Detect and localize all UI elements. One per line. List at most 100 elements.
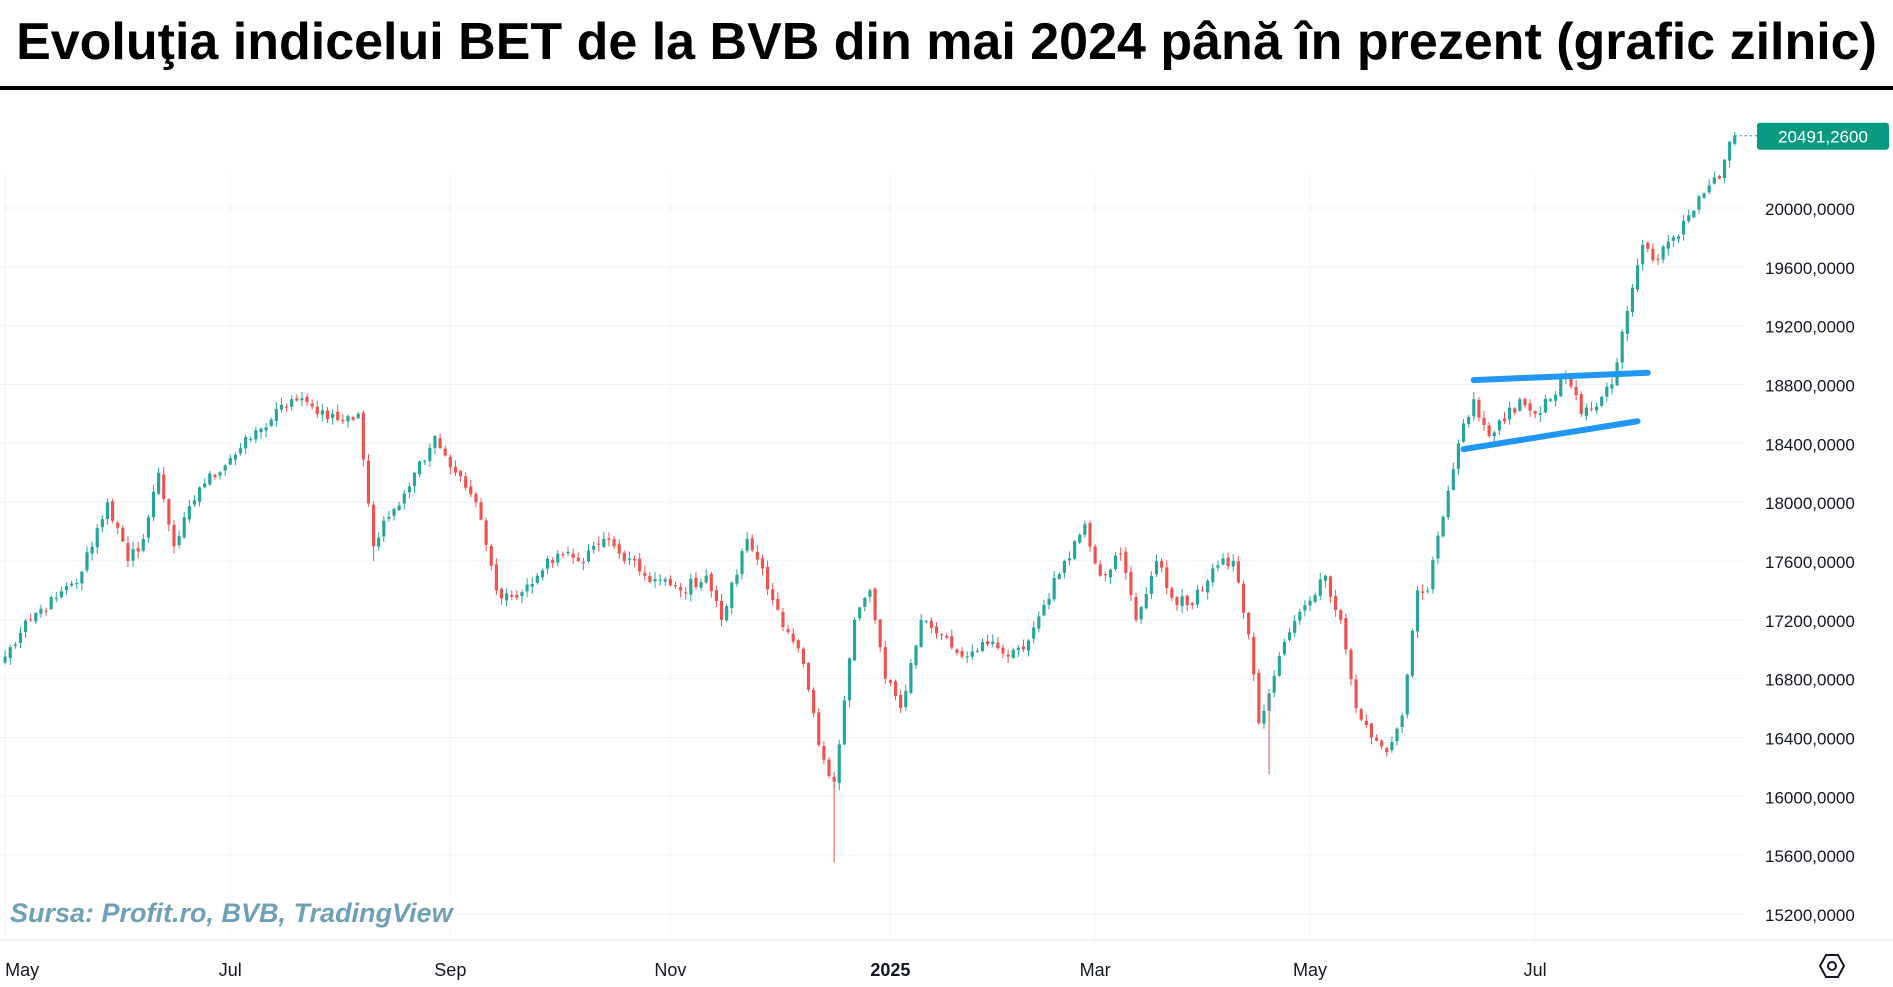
- candle-body: [929, 620, 933, 628]
- candle-body: [853, 619, 857, 661]
- candle-body: [847, 658, 852, 701]
- candle: [581, 557, 585, 571]
- candle-body: [535, 575, 539, 583]
- candle-body: [1651, 248, 1655, 261]
- candle-body: [484, 520, 488, 545]
- candle: [438, 433, 442, 449]
- candle-body: [1354, 679, 1358, 709]
- candle-body: [136, 548, 140, 552]
- candle-body: [1610, 384, 1614, 389]
- candle-body: [310, 403, 314, 407]
- candle-body: [658, 579, 662, 581]
- candle: [1421, 584, 1425, 600]
- candle-body: [39, 608, 43, 614]
- x-tick-label: May: [1293, 960, 1327, 980]
- candle-body: [366, 460, 371, 504]
- candle-body: [1026, 640, 1031, 651]
- candle-body: [187, 506, 191, 520]
- candle-body: [1011, 649, 1015, 658]
- candle-body: [479, 502, 483, 520]
- y-tick-label: 16800,0000: [1765, 671, 1855, 690]
- candle-body: [1441, 516, 1445, 537]
- candle-body: [643, 572, 647, 576]
- bet-candlestick-chart[interactable]: 15200,0000 15600,0000 16000,0000 16400,0000…: [0, 94, 1893, 987]
- candle: [571, 548, 575, 564]
- candle: [126, 535, 130, 568]
- candle-body: [975, 650, 979, 652]
- candle: [259, 427, 263, 439]
- candle-body: [1359, 709, 1363, 720]
- candle: [622, 550, 626, 564]
- candle: [1574, 379, 1578, 401]
- candle-body: [1574, 386, 1578, 396]
- candle: [238, 443, 243, 456]
- candle-body: [1702, 193, 1706, 198]
- candle-body: [453, 466, 458, 473]
- candle: [1298, 608, 1302, 625]
- candle-body: [725, 606, 729, 621]
- candle: [1262, 704, 1266, 729]
- candle: [1656, 254, 1660, 266]
- candle: [883, 640, 887, 685]
- candle-body: [443, 448, 447, 456]
- candle-body: [433, 435, 437, 448]
- candle-body: [182, 517, 186, 538]
- candle-body: [556, 553, 560, 563]
- y-tick-label: 15200,0000: [1765, 906, 1855, 925]
- candle: [90, 541, 94, 561]
- candle-body: [1426, 590, 1430, 592]
- trendline: [1460, 418, 1641, 453]
- candle: [1446, 485, 1450, 520]
- candle: [525, 578, 529, 598]
- candle-body: [494, 564, 498, 591]
- title-bar: Evoluţia indicelui BET de la BVB din mai…: [0, 0, 1893, 90]
- candle: [1026, 638, 1031, 657]
- candle: [423, 459, 427, 466]
- candle: [868, 588, 872, 603]
- y-tick-label: 16400,0000: [1765, 730, 1855, 749]
- candle: [1369, 722, 1374, 745]
- candle: [18, 626, 23, 649]
- candle: [939, 633, 944, 641]
- candle-body: [131, 549, 135, 561]
- candle: [735, 569, 739, 587]
- candle-body: [100, 519, 104, 528]
- candle: [530, 577, 534, 595]
- candle-body: [274, 408, 278, 421]
- candle: [1083, 520, 1087, 538]
- candle: [1733, 131, 1737, 146]
- candle-body: [1349, 649, 1353, 680]
- candle: [1380, 739, 1384, 750]
- candle: [853, 617, 857, 662]
- candle: [392, 507, 396, 521]
- candle: [781, 608, 785, 632]
- candle: [1354, 674, 1358, 714]
- candle: [1093, 544, 1097, 565]
- candle: [1671, 235, 1675, 248]
- candle: [760, 554, 765, 576]
- candle: [1067, 551, 1072, 566]
- candle: [776, 592, 780, 611]
- candle: [556, 550, 560, 567]
- candle: [545, 555, 550, 575]
- candle: [1523, 397, 1527, 409]
- candle-body: [279, 404, 284, 410]
- candle-body: [837, 744, 841, 784]
- candle-body: [1313, 595, 1317, 602]
- x-tick-label: Nov: [654, 960, 686, 980]
- y-tick-label: 18400,0000: [1765, 435, 1855, 454]
- candle-body: [986, 641, 990, 645]
- candle-body: [955, 649, 959, 653]
- settings-icon[interactable]: [1818, 952, 1846, 980]
- candle-body: [1042, 605, 1046, 616]
- candle: [617, 539, 621, 560]
- candle-body: [1390, 741, 1394, 751]
- candle: [387, 511, 391, 522]
- candle: [1400, 712, 1404, 733]
- candle-body: [499, 588, 504, 599]
- candle-body: [1380, 740, 1384, 747]
- candle: [986, 634, 990, 647]
- candle: [1543, 394, 1548, 414]
- candle: [290, 395, 294, 411]
- candle-body: [1262, 710, 1266, 724]
